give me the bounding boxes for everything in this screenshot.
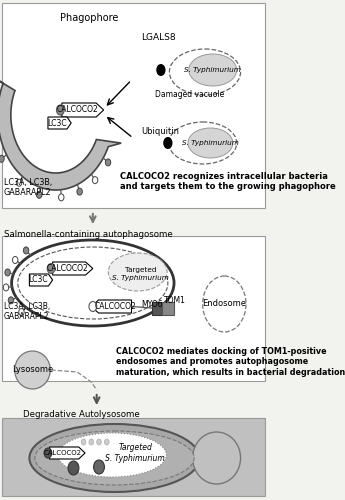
Text: LGALS8: LGALS8: [141, 34, 176, 42]
Circle shape: [19, 308, 24, 316]
Ellipse shape: [15, 351, 50, 389]
Text: CALCOCO2 recognizes intracellular bacteria
and targets them to the growing phago: CALCOCO2 recognizes intracellular bacter…: [120, 172, 336, 192]
Ellipse shape: [35, 431, 194, 485]
Text: S. Typhimurium: S. Typhimurium: [182, 140, 239, 146]
Text: S. Typhimurium: S. Typhimurium: [112, 275, 169, 281]
Circle shape: [89, 439, 93, 445]
Circle shape: [68, 461, 79, 475]
Ellipse shape: [12, 240, 174, 326]
Text: LC3C: LC3C: [47, 118, 67, 128]
Text: CALCOCO2 mediates docking of TOM1-positive
endosomes and promotes autophagosome
: CALCOCO2 mediates docking of TOM1-positi…: [116, 347, 345, 377]
Circle shape: [57, 105, 64, 115]
Polygon shape: [62, 103, 104, 117]
Text: Targeted
S. Typhimurium: Targeted S. Typhimurium: [106, 444, 165, 462]
Circle shape: [97, 439, 101, 445]
Text: MYO6: MYO6: [141, 300, 163, 309]
Polygon shape: [49, 447, 85, 459]
Circle shape: [105, 159, 111, 166]
Ellipse shape: [189, 54, 237, 86]
Circle shape: [156, 64, 166, 76]
Circle shape: [5, 269, 10, 276]
Polygon shape: [0, 80, 121, 190]
FancyBboxPatch shape: [2, 3, 265, 208]
Text: LC3A, LC3B,
GABARAPL2: LC3A, LC3B, GABARAPL2: [4, 178, 52, 198]
Text: CALCOCO2: CALCOCO2: [57, 106, 99, 114]
Circle shape: [12, 256, 18, 264]
FancyBboxPatch shape: [162, 302, 174, 315]
Polygon shape: [52, 262, 93, 275]
Text: Phagophore: Phagophore: [60, 13, 118, 23]
Ellipse shape: [188, 128, 233, 158]
Text: CALCOCO2: CALCOCO2: [95, 302, 136, 311]
Circle shape: [8, 297, 14, 304]
Circle shape: [89, 302, 97, 312]
FancyBboxPatch shape: [2, 418, 265, 496]
Circle shape: [93, 460, 105, 474]
FancyBboxPatch shape: [2, 236, 265, 381]
Text: CALCOCO2: CALCOCO2: [47, 264, 89, 273]
Circle shape: [37, 192, 42, 198]
Text: Endosome: Endosome: [202, 300, 246, 308]
Circle shape: [16, 179, 22, 186]
Ellipse shape: [29, 424, 199, 492]
Circle shape: [47, 264, 55, 274]
Circle shape: [77, 188, 82, 195]
Polygon shape: [91, 300, 131, 313]
Circle shape: [81, 439, 86, 445]
Polygon shape: [48, 117, 71, 129]
Circle shape: [105, 439, 109, 445]
Circle shape: [203, 276, 246, 332]
Text: Targeted: Targeted: [125, 267, 157, 273]
Text: S. Typhimurium: S. Typhimurium: [184, 67, 241, 73]
Circle shape: [3, 284, 9, 291]
Text: Salmonella-containing autophagosome: Salmonella-containing autophagosome: [4, 230, 172, 239]
Ellipse shape: [193, 432, 240, 484]
Text: Lysosome: Lysosome: [12, 366, 53, 374]
Circle shape: [0, 156, 4, 162]
Circle shape: [163, 137, 172, 149]
Polygon shape: [29, 274, 52, 286]
Ellipse shape: [169, 122, 237, 164]
Text: Ubiquitin: Ubiquitin: [141, 128, 179, 136]
Ellipse shape: [169, 49, 240, 95]
Circle shape: [59, 194, 64, 201]
Text: TOM1: TOM1: [164, 296, 186, 305]
Text: LC3C: LC3C: [28, 276, 48, 284]
Text: Damaged vacuole: Damaged vacuole: [155, 90, 224, 99]
FancyBboxPatch shape: [151, 302, 162, 315]
Ellipse shape: [108, 253, 167, 291]
Circle shape: [92, 176, 98, 184]
Text: CALCOCO2: CALCOCO2: [44, 450, 82, 456]
Circle shape: [23, 247, 29, 254]
Text: LC3A, LC3B,
GABARAPL2: LC3A, LC3B, GABARAPL2: [4, 302, 50, 322]
Ellipse shape: [58, 433, 166, 477]
Text: Degradative Autolysosome: Degradative Autolysosome: [23, 410, 140, 419]
Circle shape: [44, 448, 52, 458]
Ellipse shape: [18, 247, 168, 319]
